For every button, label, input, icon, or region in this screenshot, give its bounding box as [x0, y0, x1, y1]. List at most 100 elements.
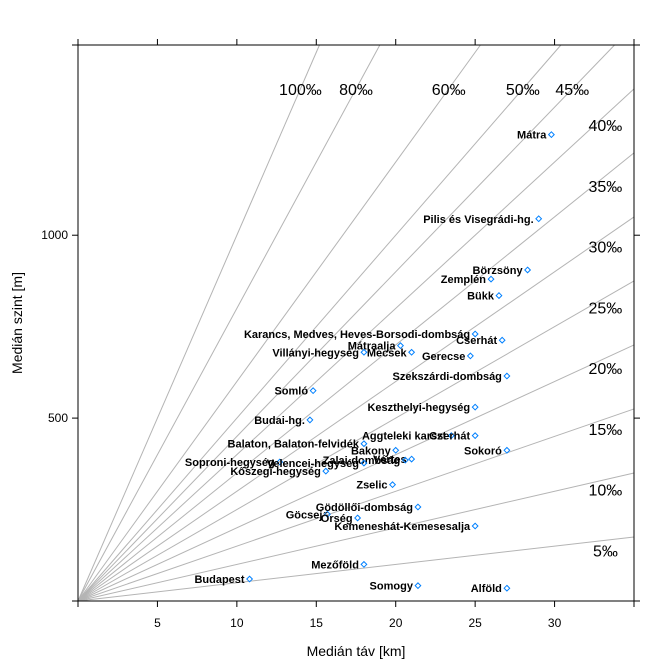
- data-point: [246, 575, 254, 583]
- data-point-label: Zselic: [356, 480, 387, 492]
- slope-line-label: 45‰: [555, 82, 589, 99]
- data-point-label: Budapest: [194, 574, 244, 586]
- data-point: [503, 584, 511, 592]
- data-point-label: Alföld: [471, 583, 502, 595]
- slope-line-label: 40‰: [589, 118, 623, 135]
- data-point: [414, 503, 422, 511]
- data-point-label: Gerecse: [422, 351, 465, 363]
- data-point: [535, 215, 543, 223]
- data-point-label: Börzsöny: [472, 265, 523, 277]
- data-point: [408, 348, 416, 356]
- slope-line-40: [77, 88, 635, 602]
- data-point: [524, 266, 532, 274]
- data-point-label: Pilis és Visegrádi-hg.: [423, 214, 533, 226]
- data-point: [401, 456, 409, 464]
- data-point-label: Aggteleki karszt: [362, 431, 447, 443]
- data-point: [466, 352, 474, 360]
- slope-line-45: [77, 44, 615, 602]
- data-point: [360, 459, 368, 467]
- slope-line-15: [77, 408, 635, 602]
- slope-line-25: [77, 280, 635, 602]
- slope-line-35: [77, 152, 635, 602]
- data-point-label: Zalai-dombság: [323, 455, 401, 467]
- slope-line-label: 100‰: [279, 82, 322, 99]
- data-point-label: Őrség: [321, 512, 353, 525]
- data-point: [471, 330, 479, 338]
- slope-line-label: 10‰: [589, 483, 623, 500]
- slope-line-50: [77, 44, 562, 602]
- data-point: [389, 481, 397, 489]
- data-point-label: Mátraalja: [348, 341, 397, 353]
- slope-line-5: [77, 536, 635, 602]
- data-point: [471, 403, 479, 411]
- slope-line-label: 35‰: [589, 179, 623, 196]
- x-tick-label: 15: [310, 616, 324, 630]
- data-point-label: Göcsej: [286, 509, 323, 521]
- data-point-label: Karancs, Medves, Heves-Borsodi-dombság: [244, 329, 470, 341]
- y-axis-title: Medián szint [m]: [9, 272, 25, 374]
- data-point: [392, 446, 400, 454]
- data-point-label: Zemplén: [441, 274, 487, 286]
- axis-ticks: 5 10 15 20 25 30 500 1000: [41, 39, 640, 630]
- y-tick-label: 1000: [41, 228, 68, 242]
- data-point: [323, 510, 331, 518]
- data-point: [322, 467, 330, 475]
- data-point-label: Kőszegi-hegység: [230, 466, 320, 478]
- slope-lines: 100‰ 80‰ 60‰ 50‰ 45‰ 40‰ 35‰ 30‰ 25‰ 20‰ 15‰ 10‰ 5‰: [77, 44, 635, 602]
- y-tick-label: 500: [48, 411, 68, 425]
- data-point-label: Bakony: [351, 445, 392, 457]
- data-point-label: Mezőföld: [311, 559, 359, 571]
- slope-line-label: 15‰: [589, 422, 623, 439]
- slope-line-label: 60‰: [432, 82, 466, 99]
- slope-line-10: [77, 472, 635, 602]
- data-point: [360, 560, 368, 568]
- x-tick-label: 5: [154, 616, 161, 630]
- data-points: Mátra Pilis és Visegrádi-hg. BörzsönyZempl…: [185, 130, 555, 595]
- data-point-label: Budai-hg.: [254, 415, 305, 427]
- data-point: [276, 458, 284, 466]
- slope-line-60: [77, 44, 481, 602]
- data-point-label: Velencei-hegység: [267, 458, 359, 470]
- data-point: [503, 446, 511, 454]
- data-point-label: Somló: [274, 386, 308, 398]
- data-point: [408, 455, 416, 463]
- slope-line-20: [77, 344, 635, 602]
- data-point-label: Kemeneshát-Kemesesalja: [334, 521, 471, 533]
- data-point-label: Cserhát: [456, 335, 497, 347]
- data-point: [498, 336, 506, 344]
- data-point: [495, 292, 503, 300]
- data-point-label: Balaton, Balaton-felvidék: [228, 439, 360, 451]
- data-point-label: Soproni-hegység: [185, 457, 275, 469]
- data-point: [447, 432, 455, 440]
- data-point-label: Cserhát: [429, 431, 470, 443]
- data-point-label: Villányi-hegység: [272, 347, 359, 359]
- x-tick-label: 10: [230, 616, 244, 630]
- data-point: [471, 432, 479, 440]
- slope-line-30: [77, 216, 635, 602]
- data-point: [354, 514, 362, 522]
- data-point-label: Gödöllői-dombság: [316, 502, 413, 514]
- data-point: [396, 342, 404, 350]
- data-point-label: Mecsek: [367, 347, 408, 359]
- data-point: [487, 275, 495, 283]
- x-tick-label: 30: [548, 616, 562, 630]
- data-point-label: Szekszárdi-dombság: [392, 371, 501, 383]
- data-point-label: Sokoró: [464, 445, 502, 457]
- slope-line-label: 20‰: [589, 361, 623, 378]
- slope-line-label: 50‰: [506, 82, 540, 99]
- data-point-label: Mátra: [517, 130, 547, 142]
- slope-line-label: 25‰: [589, 300, 623, 317]
- slope-line-label: 80‰: [339, 82, 373, 99]
- plot-frame: [77, 44, 635, 602]
- x-axis-title: Medián táv [km]: [307, 643, 406, 659]
- slope-line-100: [77, 44, 320, 602]
- data-point: [503, 372, 511, 380]
- data-point: [360, 348, 368, 356]
- plot-border: [77, 44, 635, 602]
- data-point: [414, 582, 422, 590]
- data-point-label: Keszthelyi-hegység: [367, 402, 470, 414]
- x-tick-label: 25: [468, 616, 482, 630]
- slope-line-80: [77, 44, 381, 602]
- data-point: [309, 387, 317, 395]
